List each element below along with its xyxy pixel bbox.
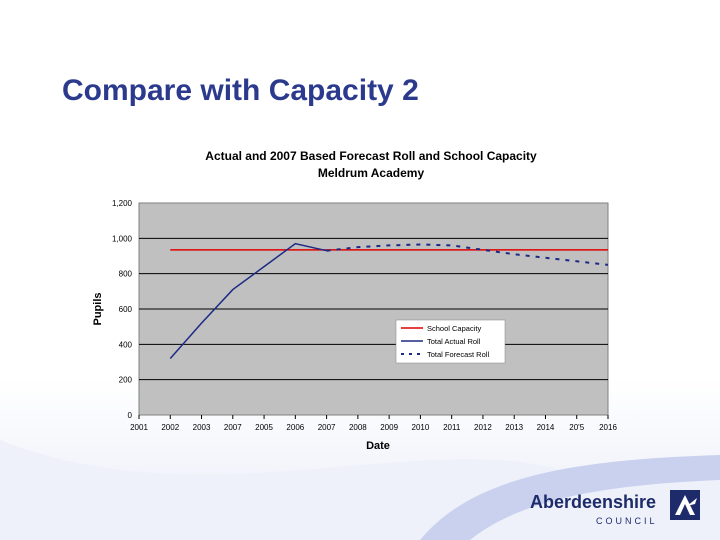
x-tick-label: 20'5 — [569, 423, 584, 432]
x-tick-label: 2013 — [505, 423, 523, 432]
legend: School Capacity Total Actual Roll Total Fo… — [395, 319, 506, 364]
x-tick-label: 2007 — [224, 423, 242, 432]
y-tick-label: 0 — [128, 411, 133, 420]
x-tick-label: 2016 — [599, 423, 617, 432]
series-lines — [169, 242, 609, 359]
logo-sub: COUNCIL — [596, 516, 658, 526]
x-tick-label: 2009 — [380, 423, 398, 432]
grid-lines — [139, 237, 608, 381]
x-tick-label: 2006 — [286, 423, 304, 432]
x-tick-label: 2010 — [412, 423, 430, 432]
logo-name: Aberdeenshire — [530, 492, 657, 512]
y-tick-label: 1,000 — [112, 234, 133, 243]
legend-entry: Total Actual Roll — [427, 337, 481, 346]
x-axis-label: Date — [366, 440, 390, 452]
y-tick-label: 200 — [119, 376, 133, 385]
slide-title: Compare with Capacity 2 — [62, 74, 419, 107]
x-tick-label: 2011 — [443, 423, 461, 432]
x-tick-label: 2008 — [349, 423, 367, 432]
y-axis-ticks: 0 200 400 600 800 1,000 1,200 — [112, 199, 133, 420]
chart-subtitle: Meldrum Academy — [318, 166, 425, 180]
y-tick-label: 1,200 — [112, 199, 133, 208]
legend-entry: Total Forecast Roll — [427, 350, 489, 359]
y-tick-label: 800 — [119, 270, 133, 279]
series-line-total-forecast-roll — [326, 243, 609, 266]
x-tick-label: 2005 — [255, 423, 273, 432]
y-tick-label: 400 — [119, 340, 133, 349]
x-tick-label: 2014 — [537, 423, 555, 432]
x-tick-label: 2007 — [318, 423, 336, 432]
legend-entry: School Capacity — [427, 324, 481, 333]
logo-mark-icon — [670, 490, 700, 520]
x-tick-label: 2003 — [193, 423, 211, 432]
x-tick-label: 2002 — [161, 423, 179, 432]
series-line-total-actual-roll — [169, 242, 327, 359]
y-tick-label: 600 — [119, 305, 133, 314]
y-axis-label: Pupils — [92, 292, 104, 325]
council-logo: Aberdeenshire COUNCIL — [530, 488, 720, 540]
x-tick-label: 2001 — [130, 423, 148, 432]
x-axis-ticks: 2001 2002 2003 2007 2005 2006 2007 2008 2009 2010… — [130, 415, 617, 432]
chart-title: Actual and 2007 Based Forecast Roll and … — [205, 149, 537, 163]
x-tick-label: 2012 — [474, 423, 492, 432]
